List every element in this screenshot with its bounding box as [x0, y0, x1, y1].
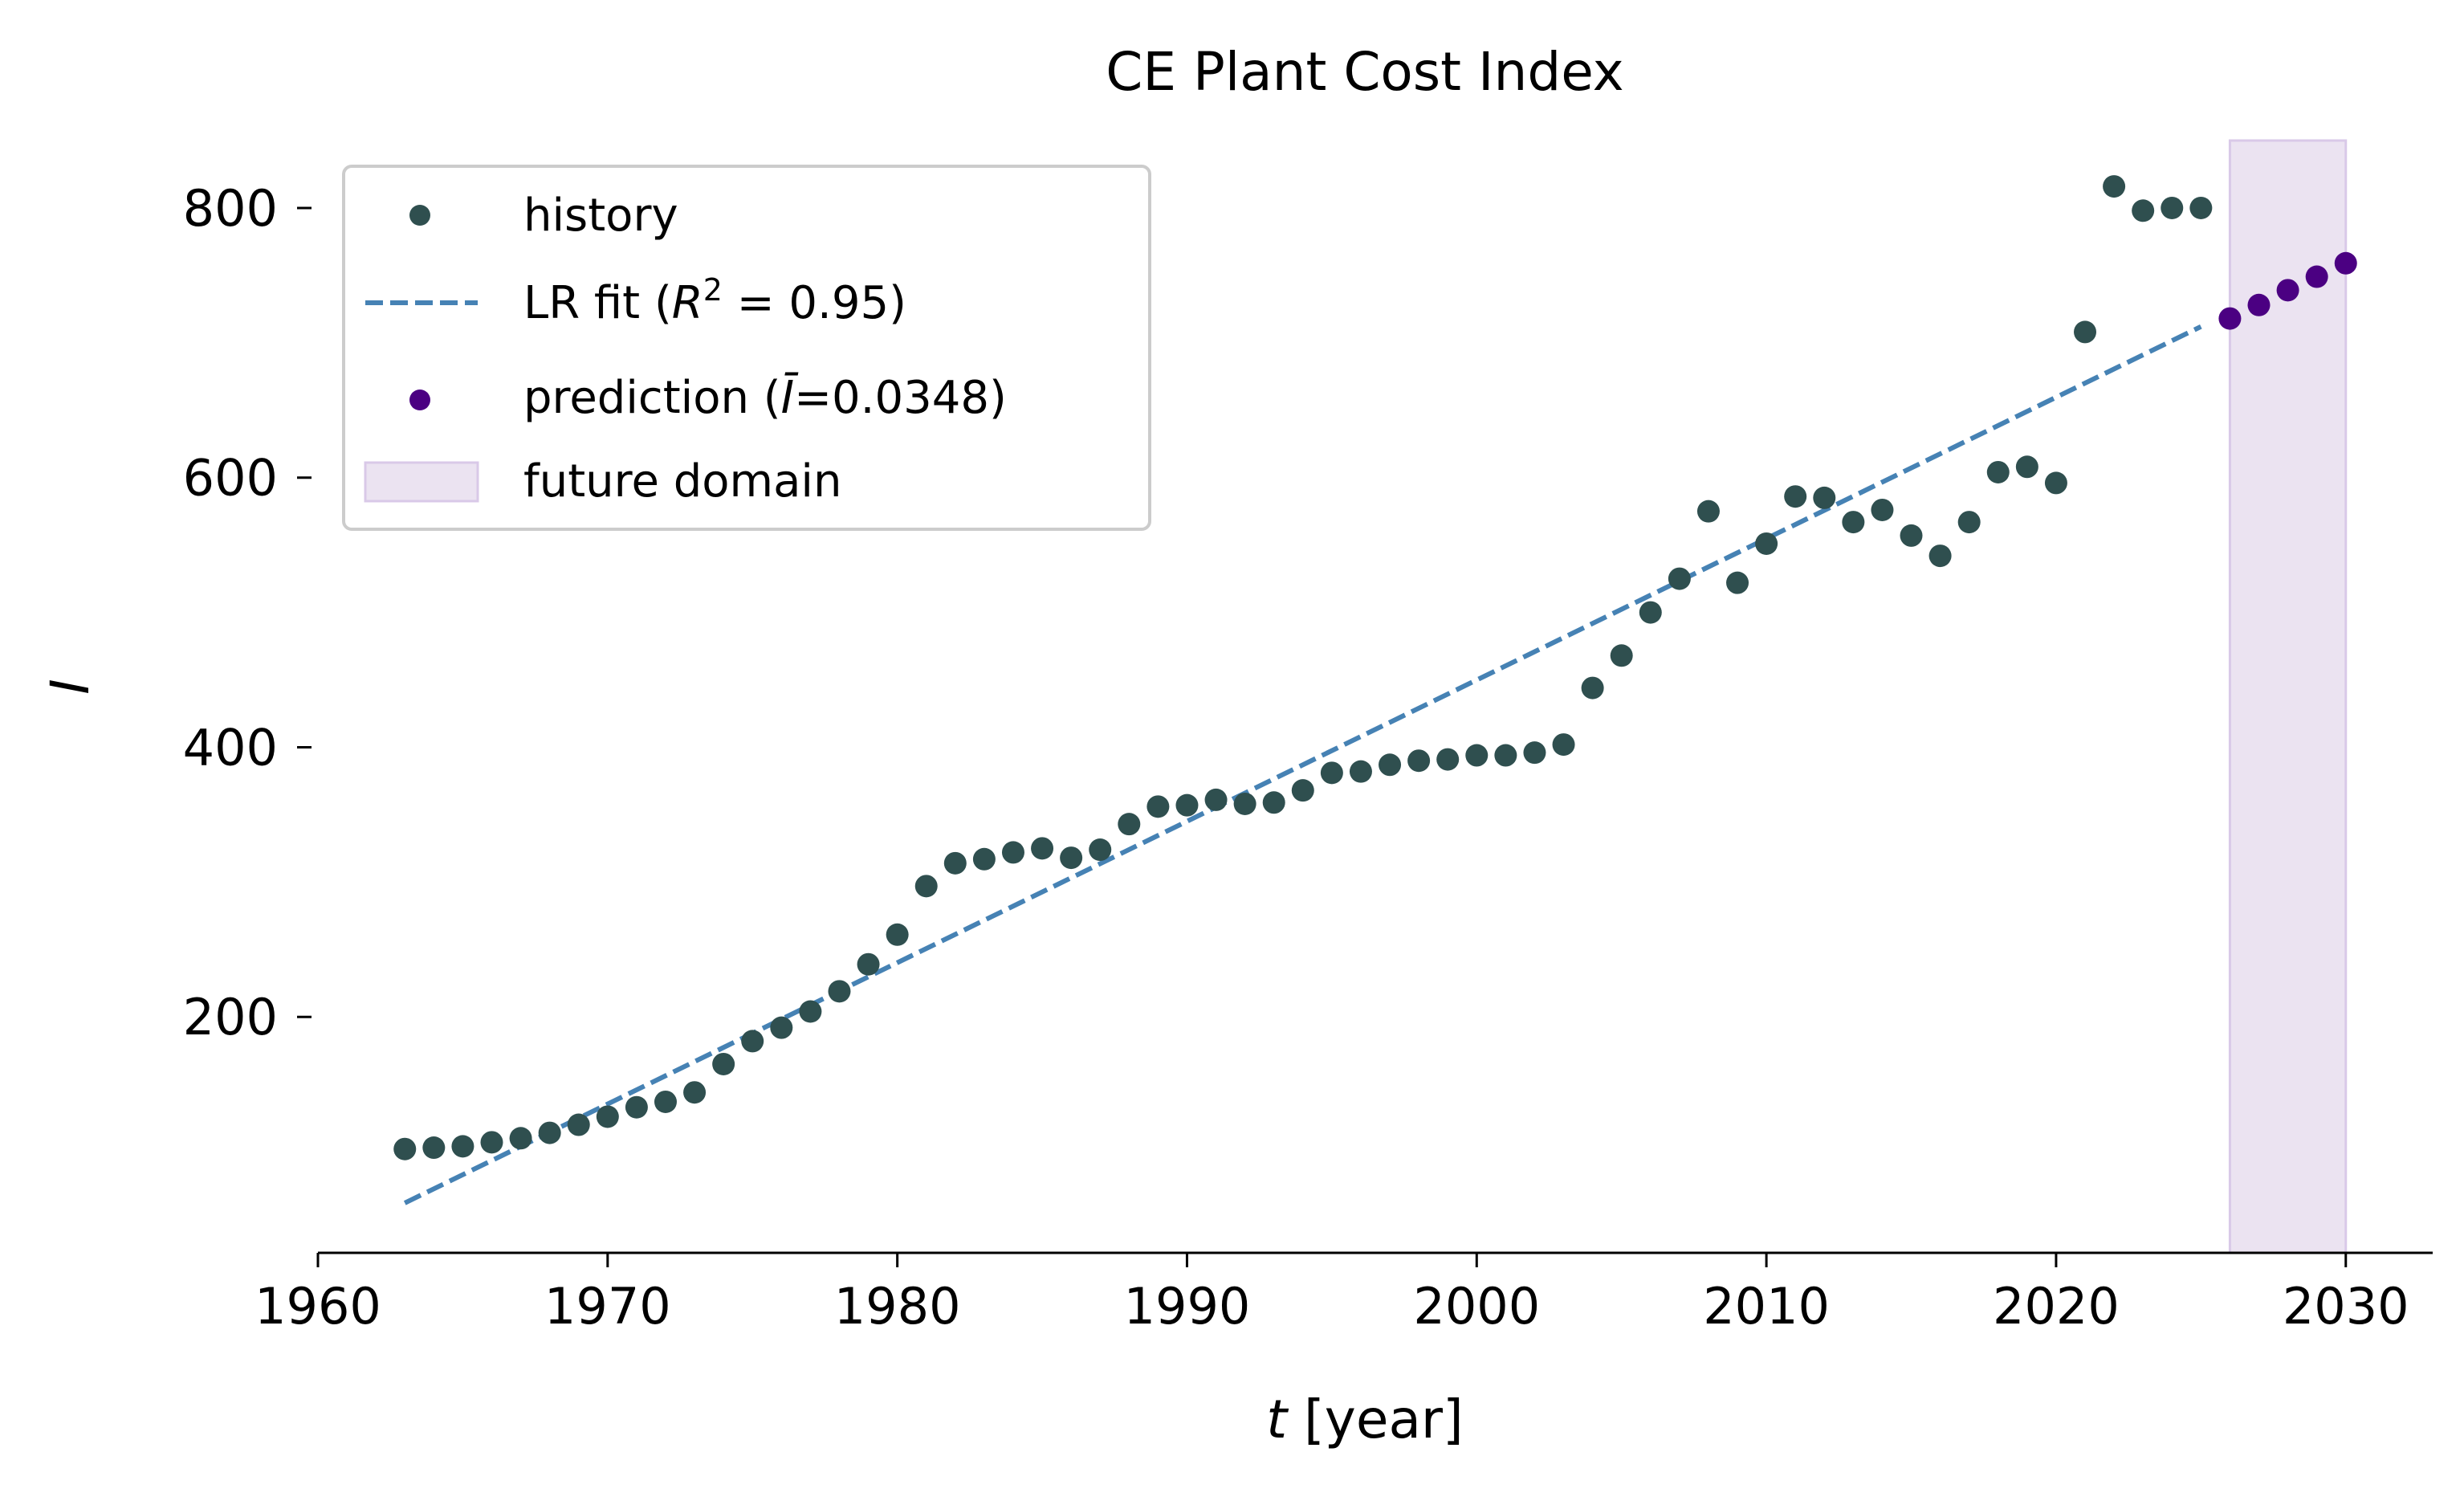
history-point [1002, 841, 1024, 863]
history-point [1089, 838, 1111, 861]
history-point [625, 1096, 648, 1119]
history-point [1292, 779, 1314, 801]
legend: history LR fit (R2 = 0.95) prediction (Ī… [344, 166, 1150, 529]
legend-label-future-domain: future domain [523, 455, 841, 508]
history-point [451, 1135, 474, 1157]
history-point [1175, 794, 1198, 817]
history-point [1987, 461, 2010, 483]
prediction-point [2306, 266, 2328, 288]
future-domain-span [2230, 141, 2345, 1253]
history-point [712, 1053, 735, 1075]
legend-label-prediction: prediction (Ī=0.0348) [523, 372, 1007, 424]
history-point [1755, 532, 1778, 555]
history-point [1407, 749, 1430, 772]
history-point [1234, 793, 1256, 815]
x-tick-label: 2030 [2283, 1277, 2409, 1336]
x-tick-label: 2000 [1413, 1277, 1540, 1336]
history-point [1813, 487, 1835, 509]
history-point [1639, 602, 1662, 624]
y-ticks: 200 400 600 800 [183, 179, 312, 1046]
history-point [1900, 524, 1923, 547]
history-point [770, 1017, 792, 1039]
x-tick-label: 1970 [544, 1277, 671, 1336]
history-point [1060, 846, 1082, 869]
history-point [1784, 485, 1806, 508]
history-point [654, 1091, 677, 1113]
history-point [886, 924, 909, 946]
history-point [799, 1000, 821, 1022]
history-point [2045, 471, 2067, 494]
history-point [2103, 175, 2125, 198]
history-point [1523, 741, 1546, 764]
history-point [2016, 455, 2038, 478]
history-point [1871, 499, 1893, 521]
history-point [1553, 733, 1575, 756]
history-point [1697, 500, 1720, 523]
history-point [1263, 791, 1285, 814]
chart-title: CE Plant Cost Index [1106, 41, 1623, 103]
history-point [1929, 545, 1952, 567]
y-tick-label: 800 [183, 179, 278, 238]
history-point [915, 875, 938, 897]
y-tick-label: 400 [183, 718, 278, 777]
history-point [1379, 753, 1401, 776]
history-point [2161, 197, 2183, 219]
history-point [393, 1138, 416, 1160]
prediction-point [2335, 252, 2357, 275]
history-point [1611, 644, 1633, 667]
prediction-point [2218, 308, 2241, 330]
history-point [1958, 511, 1981, 533]
history-point [1350, 761, 1372, 783]
x-ticks: 1960 1970 1980 1990 2000 2010 2020 2030 [255, 1253, 2409, 1336]
legend-marker-history [409, 205, 430, 226]
history-point [2189, 197, 2212, 219]
y-axis-label: I [39, 679, 101, 694]
prediction-point [2277, 279, 2299, 301]
legend-marker-prediction [409, 390, 430, 410]
history-point [1842, 511, 1864, 533]
history-point [944, 852, 967, 875]
history-point [539, 1122, 561, 1144]
history-point [422, 1136, 445, 1159]
history-point [597, 1105, 619, 1128]
y-tick-label: 600 [183, 449, 278, 508]
history-point [1582, 677, 1604, 700]
prediction-point [2248, 294, 2271, 316]
history-point [1436, 748, 1459, 771]
history-point [857, 953, 880, 976]
history-point [1146, 795, 1169, 818]
history-point [973, 848, 996, 871]
x-tick-label: 1980 [834, 1277, 961, 1336]
history-point [480, 1131, 503, 1153]
history-point [2132, 199, 2154, 222]
history-point [1321, 761, 1343, 784]
history-point [1465, 744, 1488, 767]
history-point [741, 1030, 764, 1052]
x-tick-label: 1960 [255, 1277, 381, 1336]
history-point [2074, 320, 2096, 343]
future-domain-layer [2230, 141, 2345, 1253]
history-point [1668, 568, 1691, 590]
history-point [568, 1114, 590, 1136]
history-point [828, 980, 850, 1002]
history-point [683, 1081, 706, 1103]
history-point [1205, 789, 1228, 811]
history-point [1494, 744, 1517, 767]
history-point [1031, 837, 1053, 859]
history-point [1118, 813, 1140, 835]
history-point [1726, 572, 1749, 594]
x-tick-label: 1990 [1124, 1277, 1251, 1336]
history-point [510, 1127, 532, 1149]
x-tick-label: 2010 [1703, 1277, 1830, 1336]
legend-label-history: history [523, 190, 678, 242]
x-axis-label: t [year] [1266, 1389, 1464, 1450]
legend-marker-future-domain [365, 463, 478, 501]
y-tick-label: 200 [183, 988, 278, 1046]
x-tick-label: 2020 [1993, 1277, 2120, 1336]
